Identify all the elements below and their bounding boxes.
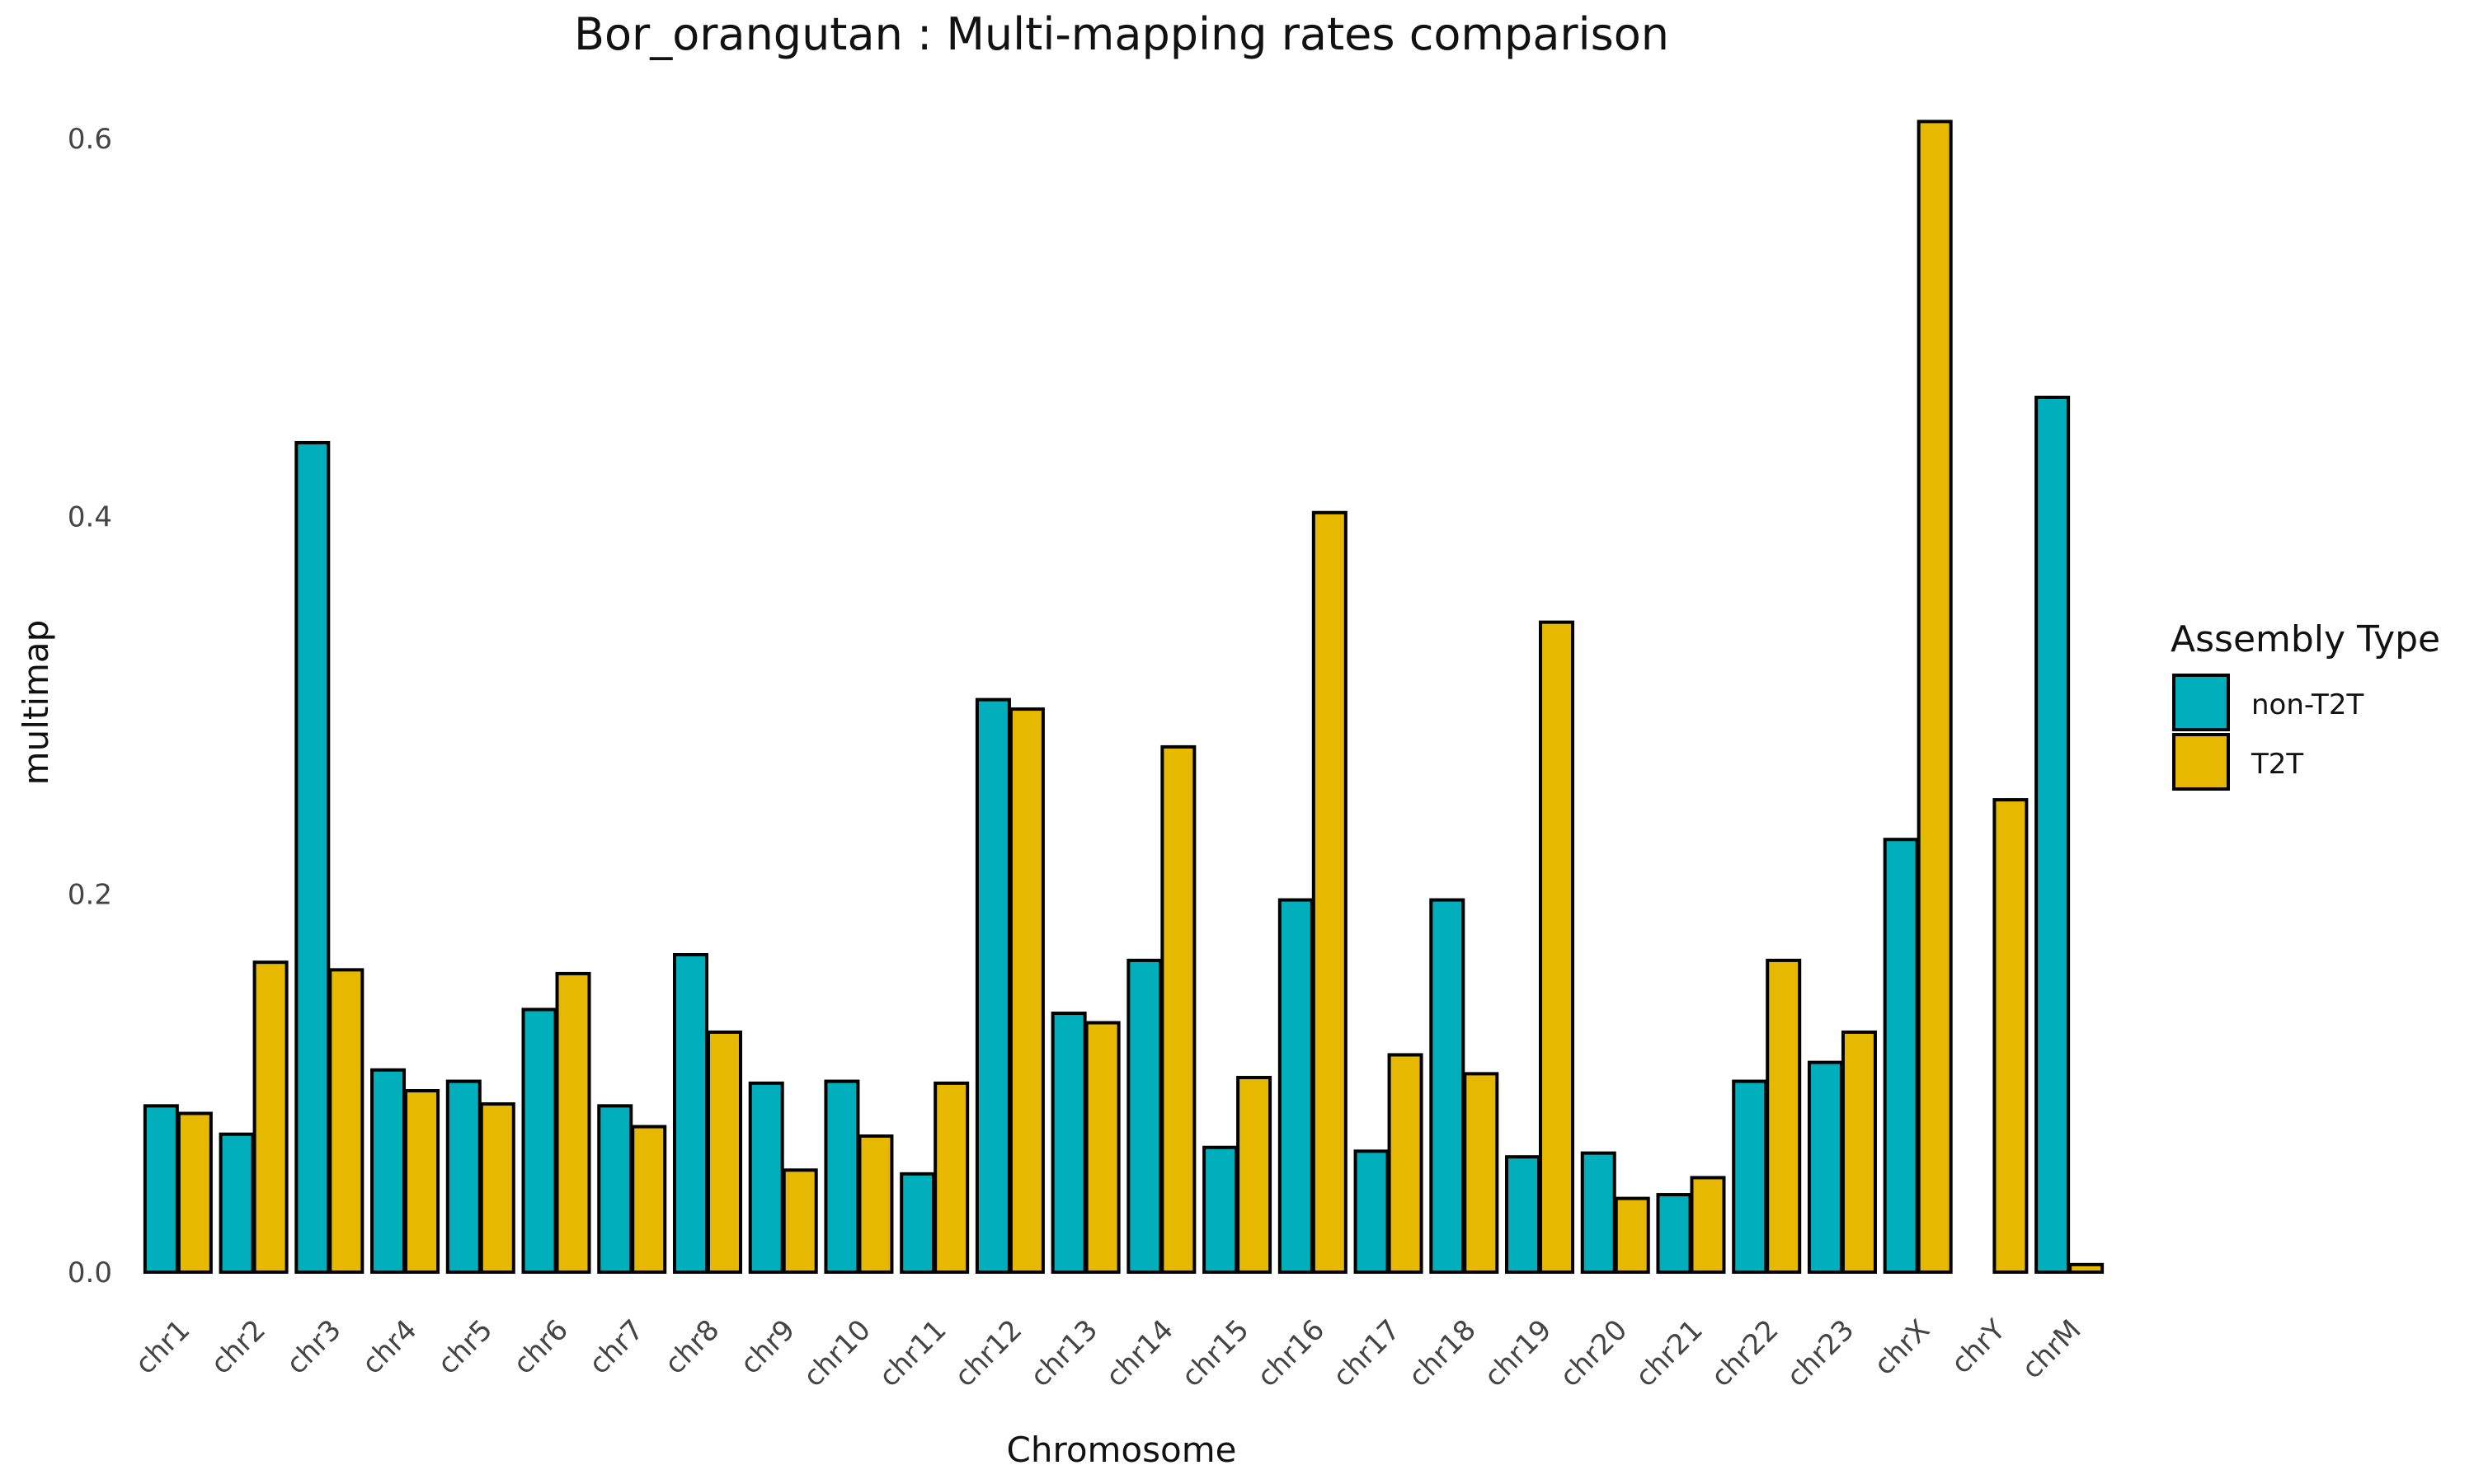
x-tick-label: chr9	[734, 1313, 802, 1381]
bar-non-t2t-chr4	[370, 1068, 407, 1274]
x-tick-label: chr1	[129, 1313, 196, 1381]
x-tick-label: chr18	[1402, 1313, 1482, 1393]
y-tick-label: 0.6	[68, 123, 112, 156]
chart-title: Bor_orangutan : Multi-mapping rates comp…	[574, 8, 1669, 60]
y-tick-label: 0.2	[68, 879, 112, 912]
bar-non-t2t-chr2	[219, 1132, 255, 1275]
x-tick-label: chr23	[1780, 1313, 1860, 1393]
legend-label-non-t2t: non-T2T	[2251, 688, 2363, 721]
bar-non-t2t-chr1	[143, 1104, 179, 1275]
bar-t2t-chrM	[2068, 1262, 2105, 1275]
bars	[143, 120, 2105, 1275]
x-tick-label: chr17	[1327, 1313, 1407, 1393]
bar-non-t2t-chr11	[900, 1172, 936, 1275]
bar-t2t-chr6	[555, 971, 591, 1274]
y-axis-title: multimap	[16, 620, 56, 786]
bar-non-t2t-chr6	[521, 1007, 557, 1275]
bar-non-t2t-chr20	[1580, 1151, 1616, 1274]
bar-non-t2t-chr8	[672, 953, 708, 1274]
bar-non-t2t-chr10	[824, 1079, 860, 1274]
bar-non-t2t-chrM	[2034, 395, 2071, 1274]
bar-t2t-chr9	[782, 1168, 818, 1274]
x-tick-label: chrX	[1868, 1313, 1936, 1382]
bar-t2t-chr18	[1463, 1072, 1499, 1274]
legend-swatch-non-t2t	[2172, 674, 2230, 731]
y-tick-labels: 0.0 0.2 0.4 0.6	[68, 123, 112, 1289]
bar-t2t-chr10	[858, 1134, 894, 1274]
x-tick-labels: chr1 chr2 chr3 chr4 chr5 chr6 chr7 chr8 chr9chr1…	[129, 1313, 2087, 1393]
x-tick-label: chr12	[948, 1313, 1028, 1393]
bar-t2t-chr13	[1084, 1021, 1121, 1274]
legend-label-t2t: T2T	[2251, 748, 2303, 781]
bar-non-t2t-chr7	[597, 1104, 633, 1275]
x-tick-label: chr20	[1554, 1313, 1634, 1393]
x-tick-label: chr11	[872, 1313, 952, 1393]
bar-non-t2t-chr18	[1429, 898, 1465, 1274]
bar-t2t-chr11	[934, 1081, 970, 1275]
x-tick-label: chr2	[205, 1313, 272, 1381]
x-tick-label: chr8	[658, 1313, 726, 1381]
bar-t2t-chr7	[631, 1125, 667, 1274]
x-tick-label: chr10	[797, 1313, 877, 1393]
bar-t2t-chr8	[706, 1030, 742, 1275]
legend: Assembly Type non-T2T T2T	[2171, 618, 2440, 791]
bar-t2t-chr23	[1841, 1030, 1877, 1275]
x-tick-label: chrY	[1945, 1313, 2011, 1380]
bar-non-t2t-chr16	[1277, 898, 1314, 1274]
bar-t2t-chr17	[1387, 1053, 1423, 1275]
bar-t2t-chr12	[1009, 707, 1045, 1274]
bar-t2t-chr22	[1766, 958, 1802, 1274]
x-tick-label: chr5	[431, 1313, 499, 1381]
bar-non-t2t-chr12	[975, 697, 1011, 1274]
bar-t2t-chr1	[176, 1111, 213, 1274]
x-tick-label: chr16	[1251, 1313, 1331, 1393]
x-tick-label: chr6	[507, 1313, 575, 1381]
bar-t2t-chr2	[252, 960, 289, 1274]
legend-swatch-t2t	[2172, 733, 2230, 791]
bar-non-t2t-chr21	[1656, 1193, 1692, 1274]
legend-title: Assembly Type	[2171, 618, 2440, 660]
y-tick-label: 0.4	[68, 500, 112, 533]
x-tick-label: chr13	[1024, 1313, 1104, 1393]
bar-non-t2t-chr17	[1353, 1149, 1390, 1275]
bar-t2t-chr5	[479, 1102, 515, 1274]
bar-non-t2t-chrX	[1883, 838, 1919, 1274]
bar-non-t2t-chr15	[1202, 1145, 1239, 1274]
bar-non-t2t-chr22	[1732, 1079, 1768, 1274]
x-tick-label: chr4	[355, 1313, 423, 1381]
bar-t2t-chr20	[1614, 1196, 1650, 1274]
bar-t2t-chr3	[328, 968, 365, 1275]
x-axis-title: Chromosome	[1007, 1430, 1237, 1470]
bar-t2t-chr15	[1236, 1075, 1272, 1275]
bar-non-t2t-chr19	[1505, 1155, 1541, 1275]
bar-non-t2t-chr23	[1807, 1060, 1843, 1274]
x-tick-label: chr3	[280, 1313, 348, 1381]
bar-t2t-chr14	[1160, 744, 1197, 1274]
x-tick-label: chr21	[1630, 1313, 1710, 1393]
x-tick-label: chr22	[1705, 1313, 1785, 1393]
bar-t2t-chr4	[404, 1089, 440, 1274]
x-tick-label: chr14	[1100, 1313, 1180, 1393]
x-tick-label: chr7	[583, 1313, 651, 1381]
bar-t2t-chr21	[1690, 1176, 1726, 1274]
bar-non-t2t-chr13	[1051, 1012, 1087, 1274]
bar-non-t2t-chr3	[294, 440, 331, 1274]
x-tick-label: chr19	[1478, 1313, 1558, 1393]
bar-t2t-chr16	[1311, 510, 1348, 1274]
bar-t2t-chr19	[1539, 620, 1575, 1274]
y-tick-label: 0.0	[68, 1256, 112, 1289]
bar-non-t2t-chr5	[445, 1079, 482, 1274]
x-tick-label: chr15	[1175, 1313, 1255, 1393]
bar-non-t2t-chr9	[748, 1081, 784, 1275]
x-tick-label: chrM	[2015, 1313, 2087, 1385]
bar-t2t-chrY	[1992, 798, 2029, 1274]
bar-t2t-chrX	[1917, 120, 1953, 1274]
bar-non-t2t-chr14	[1126, 958, 1163, 1274]
